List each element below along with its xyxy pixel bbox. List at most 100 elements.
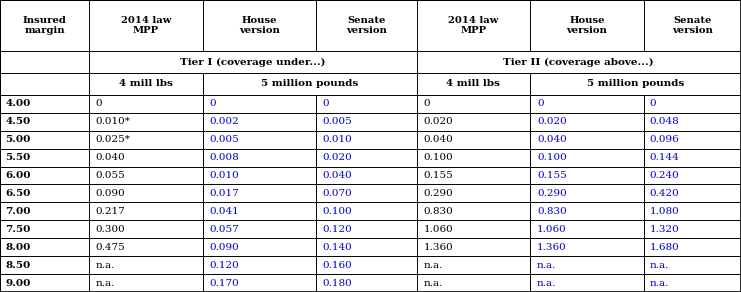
Bar bbox=[89, 0, 202, 51]
Bar bbox=[0, 220, 89, 238]
Bar bbox=[0, 149, 89, 166]
Bar bbox=[416, 0, 531, 51]
Bar bbox=[202, 185, 316, 202]
Bar bbox=[0, 51, 89, 73]
Text: 5.50: 5.50 bbox=[5, 153, 30, 162]
Text: 1.060: 1.060 bbox=[537, 225, 567, 234]
Bar bbox=[416, 256, 531, 274]
Text: 1.060: 1.060 bbox=[423, 225, 453, 234]
Bar bbox=[89, 0, 202, 51]
Bar bbox=[316, 238, 416, 256]
Bar bbox=[416, 73, 531, 95]
Bar bbox=[531, 95, 644, 113]
Text: 0.120: 0.120 bbox=[322, 225, 352, 234]
Bar bbox=[644, 166, 741, 185]
Text: 0.290: 0.290 bbox=[423, 189, 453, 198]
Bar bbox=[531, 238, 644, 256]
Bar bbox=[0, 131, 89, 149]
Bar bbox=[531, 149, 644, 166]
Text: n.a.: n.a. bbox=[537, 261, 556, 270]
Bar bbox=[531, 73, 741, 95]
Bar bbox=[89, 256, 202, 274]
Text: 0: 0 bbox=[210, 99, 216, 108]
Text: 0.096: 0.096 bbox=[650, 135, 679, 144]
Text: n.a.: n.a. bbox=[537, 279, 556, 288]
Bar bbox=[89, 202, 202, 220]
Text: 4.00: 4.00 bbox=[5, 99, 30, 108]
Bar bbox=[316, 166, 416, 185]
Text: 0.217: 0.217 bbox=[96, 207, 125, 216]
Bar bbox=[644, 238, 741, 256]
Text: 0.144: 0.144 bbox=[650, 153, 679, 162]
Bar bbox=[0, 220, 89, 238]
Text: 0.057: 0.057 bbox=[210, 225, 239, 234]
Bar bbox=[202, 220, 316, 238]
Bar bbox=[0, 113, 89, 131]
Bar bbox=[316, 256, 416, 274]
Bar bbox=[416, 185, 531, 202]
Bar bbox=[644, 131, 741, 149]
Text: 0.475: 0.475 bbox=[96, 243, 125, 252]
Bar bbox=[531, 113, 644, 131]
Bar bbox=[89, 51, 416, 73]
Text: 4.50: 4.50 bbox=[5, 117, 30, 126]
Bar bbox=[0, 166, 89, 185]
Bar bbox=[644, 256, 741, 274]
Bar bbox=[89, 202, 202, 220]
Bar bbox=[89, 113, 202, 131]
Text: 1.360: 1.360 bbox=[423, 243, 453, 252]
Text: Senate
version: Senate version bbox=[346, 16, 387, 35]
Text: 8.00: 8.00 bbox=[5, 243, 30, 252]
Text: 0.040: 0.040 bbox=[96, 153, 125, 162]
Bar bbox=[531, 256, 644, 274]
Text: 7.00: 7.00 bbox=[5, 207, 31, 216]
Bar bbox=[202, 95, 316, 113]
Text: 2014 law
MPP: 2014 law MPP bbox=[448, 16, 499, 35]
Text: 0.040: 0.040 bbox=[423, 135, 453, 144]
Bar bbox=[202, 113, 316, 131]
Bar bbox=[0, 73, 89, 95]
Bar bbox=[531, 185, 644, 202]
Bar bbox=[89, 95, 202, 113]
Bar bbox=[531, 202, 644, 220]
Bar bbox=[202, 166, 316, 185]
Bar bbox=[416, 51, 741, 73]
Bar bbox=[316, 166, 416, 185]
Bar bbox=[202, 202, 316, 220]
Bar bbox=[0, 95, 89, 113]
Text: 0.155: 0.155 bbox=[537, 171, 567, 180]
Text: 0.160: 0.160 bbox=[322, 261, 352, 270]
Bar bbox=[316, 113, 416, 131]
Bar bbox=[0, 256, 89, 274]
Bar bbox=[416, 220, 531, 238]
Bar bbox=[202, 73, 416, 95]
Bar bbox=[89, 238, 202, 256]
Bar bbox=[531, 131, 644, 149]
Text: 4 mill lbs: 4 mill lbs bbox=[119, 79, 173, 88]
Bar bbox=[416, 256, 531, 274]
Text: 0.120: 0.120 bbox=[210, 261, 239, 270]
Text: 0.055: 0.055 bbox=[96, 171, 125, 180]
Bar bbox=[89, 274, 202, 292]
Bar bbox=[0, 51, 89, 73]
Bar bbox=[644, 166, 741, 185]
Text: 0.090: 0.090 bbox=[210, 243, 239, 252]
Bar bbox=[416, 95, 531, 113]
Bar bbox=[416, 113, 531, 131]
Bar bbox=[89, 149, 202, 166]
Bar bbox=[316, 274, 416, 292]
Text: 0.041: 0.041 bbox=[210, 207, 239, 216]
Bar bbox=[89, 166, 202, 185]
Bar bbox=[0, 73, 89, 95]
Text: 0.100: 0.100 bbox=[423, 153, 453, 162]
Text: 0.017: 0.017 bbox=[210, 189, 239, 198]
Bar bbox=[202, 166, 316, 185]
Bar bbox=[202, 95, 316, 113]
Text: Insured
margin: Insured margin bbox=[22, 16, 67, 35]
Bar bbox=[316, 0, 416, 51]
Bar bbox=[644, 95, 741, 113]
Bar bbox=[531, 185, 644, 202]
Text: 0.025*: 0.025* bbox=[96, 135, 130, 144]
Text: 0.020: 0.020 bbox=[537, 117, 567, 126]
Bar bbox=[202, 220, 316, 238]
